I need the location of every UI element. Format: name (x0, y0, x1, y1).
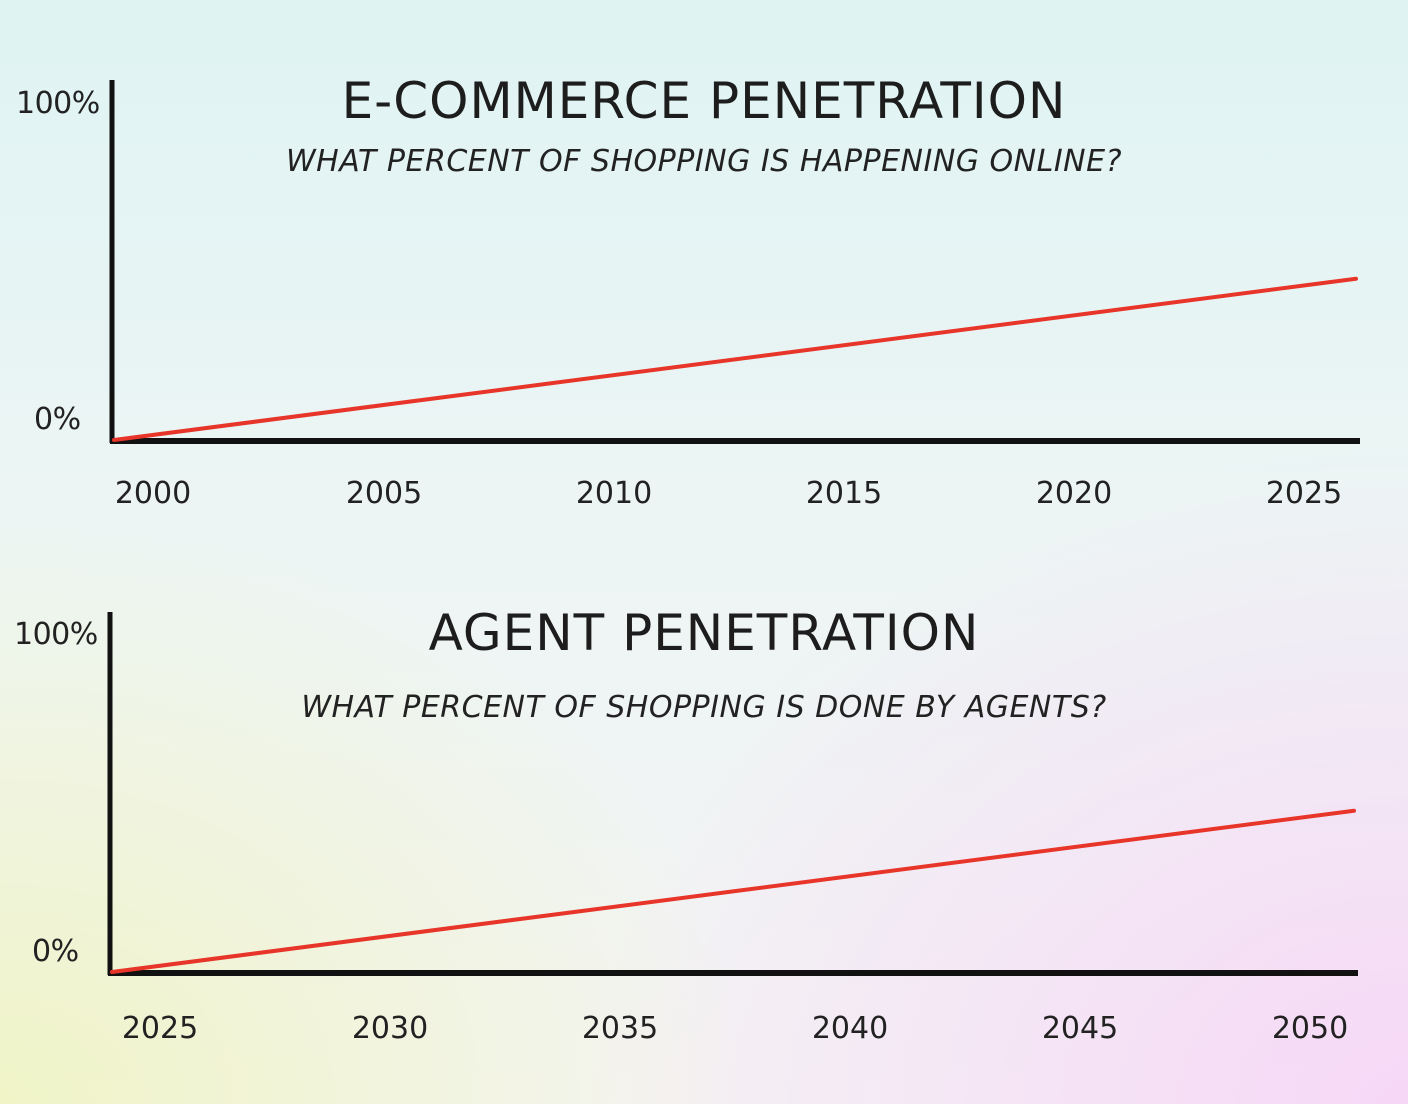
x-tick: 2030 (351, 1011, 429, 1046)
chart-title: AGENT PENETRATION (428, 604, 980, 662)
x-tick: 2015 (805, 476, 883, 511)
ecommerce-series-line (112, 276, 1358, 442)
chart-title: E-COMMERCE PENETRATION (341, 72, 1067, 130)
chart-subtitle: WHAT PERCENT OF SHOPPING IS DONE BY AGEN… (301, 690, 1107, 725)
agent-series-line (110, 808, 1356, 974)
y-tick-0: 0% (32, 934, 79, 969)
x-tick: 2005 (345, 476, 423, 511)
x-tick: 2045 (1041, 1011, 1119, 1046)
x-tick: 2040 (811, 1011, 889, 1046)
x-tick: 2010 (575, 476, 653, 511)
ecommerce-chart: 100% 0% E-COMMERCE PENETRATION WHAT PERC… (0, 0, 1408, 540)
y-tick-100: 100% (16, 86, 100, 121)
chart-subtitle: WHAT PERCENT OF SHOPPING IS HAPPENING ON… (286, 144, 1122, 179)
ecommerce-chart-plot (109, 80, 1360, 444)
y-tick-0: 0% (34, 402, 81, 437)
x-tick: 2025 (1265, 476, 1343, 511)
x-tick: 2035 (581, 1011, 659, 1046)
y-tick-100: 100% (14, 617, 98, 652)
x-tick: 2050 (1271, 1011, 1349, 1046)
x-tick: 2020 (1035, 476, 1113, 511)
x-tick: 2000 (114, 476, 192, 511)
x-tick: 2025 (121, 1011, 199, 1046)
